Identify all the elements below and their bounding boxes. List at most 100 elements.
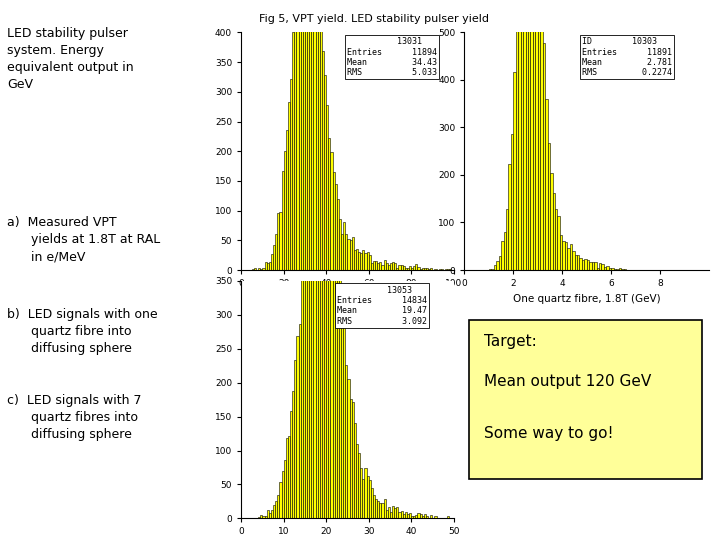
Bar bbox=[533, 0, 536, 270]
Bar bbox=[330, 152, 333, 270]
Bar bbox=[369, 255, 371, 270]
Bar bbox=[599, 263, 601, 270]
Bar bbox=[282, 471, 284, 518]
Bar bbox=[288, 102, 290, 270]
Text: LED stability pulser
system. Energy
equivalent output in
GeV: LED stability pulser system. Energy equi… bbox=[7, 27, 134, 91]
Bar bbox=[356, 444, 358, 518]
Bar bbox=[288, 436, 290, 518]
Bar bbox=[273, 505, 275, 518]
Bar bbox=[405, 511, 407, 518]
Bar bbox=[548, 143, 550, 270]
Bar bbox=[301, 259, 303, 518]
Bar bbox=[415, 515, 418, 518]
Bar bbox=[264, 516, 266, 518]
Bar bbox=[346, 234, 348, 270]
Bar bbox=[409, 513, 411, 518]
Bar bbox=[303, 0, 305, 270]
Bar bbox=[392, 506, 394, 518]
Bar bbox=[564, 242, 567, 270]
Bar bbox=[407, 268, 409, 270]
Bar bbox=[528, 0, 531, 270]
Bar bbox=[577, 255, 580, 270]
Bar bbox=[394, 508, 396, 518]
Bar bbox=[516, 10, 518, 270]
Bar bbox=[307, 0, 309, 270]
Bar bbox=[434, 269, 436, 270]
Bar bbox=[431, 268, 432, 270]
Bar bbox=[384, 260, 386, 270]
Bar bbox=[318, 0, 320, 270]
X-axis label: VPT yield at 1.8T (e/MeV): VPT yield at 1.8T (e/MeV) bbox=[282, 294, 413, 303]
Bar bbox=[313, 114, 315, 518]
Bar bbox=[373, 495, 375, 518]
Bar bbox=[531, 0, 533, 270]
Bar bbox=[382, 503, 384, 518]
Bar bbox=[309, 186, 311, 518]
Bar bbox=[301, 0, 303, 270]
Bar bbox=[587, 260, 589, 270]
Bar bbox=[390, 264, 392, 270]
Bar bbox=[373, 261, 375, 270]
Bar bbox=[315, 146, 318, 518]
Bar bbox=[324, 75, 326, 270]
Bar bbox=[494, 265, 496, 270]
Bar bbox=[364, 253, 366, 270]
Bar bbox=[555, 208, 557, 270]
Bar bbox=[360, 253, 362, 270]
Bar bbox=[513, 72, 516, 270]
Bar bbox=[290, 411, 292, 518]
Bar bbox=[266, 263, 269, 270]
Bar bbox=[536, 0, 538, 270]
Bar bbox=[369, 481, 371, 518]
Bar bbox=[398, 511, 400, 518]
Bar bbox=[582, 260, 585, 270]
Bar bbox=[611, 268, 613, 270]
Bar bbox=[538, 0, 540, 270]
Bar bbox=[508, 164, 511, 270]
Bar bbox=[447, 516, 449, 518]
Bar bbox=[299, 323, 301, 518]
Bar bbox=[320, 152, 322, 518]
Bar bbox=[441, 269, 443, 270]
Bar bbox=[411, 268, 413, 270]
Bar bbox=[426, 268, 428, 270]
Bar bbox=[405, 268, 407, 270]
Bar bbox=[269, 262, 271, 270]
Bar bbox=[567, 248, 570, 270]
Bar bbox=[384, 500, 386, 518]
Bar bbox=[335, 170, 337, 518]
Bar bbox=[333, 133, 335, 518]
Bar bbox=[362, 251, 364, 270]
Bar bbox=[326, 0, 328, 518]
Bar bbox=[271, 254, 273, 270]
Bar bbox=[386, 264, 388, 270]
Bar bbox=[275, 234, 277, 270]
Bar bbox=[324, 0, 326, 518]
Bar bbox=[388, 507, 390, 518]
Bar bbox=[341, 234, 343, 270]
Bar bbox=[294, 20, 297, 270]
Bar bbox=[346, 365, 348, 518]
Bar bbox=[521, 0, 523, 270]
Text: c)  LED signals with 7
      quartz fibres into
      diffusing sphere: c) LED signals with 7 quartz fibres into… bbox=[7, 394, 142, 441]
Bar bbox=[307, 221, 309, 518]
Bar bbox=[286, 438, 288, 518]
Bar bbox=[616, 268, 618, 270]
Bar bbox=[277, 495, 279, 518]
Bar bbox=[606, 266, 609, 270]
Bar bbox=[273, 245, 275, 270]
Bar bbox=[341, 288, 343, 518]
Bar bbox=[277, 213, 279, 270]
Bar bbox=[339, 219, 341, 270]
Bar bbox=[592, 262, 594, 270]
Bar bbox=[489, 268, 491, 270]
Bar bbox=[271, 510, 273, 518]
Bar bbox=[375, 500, 377, 518]
Bar bbox=[309, 0, 311, 270]
Bar bbox=[618, 268, 621, 270]
Bar bbox=[366, 252, 369, 270]
Bar bbox=[411, 516, 413, 518]
Bar bbox=[343, 306, 346, 518]
Bar bbox=[424, 268, 426, 270]
Bar bbox=[604, 267, 606, 270]
